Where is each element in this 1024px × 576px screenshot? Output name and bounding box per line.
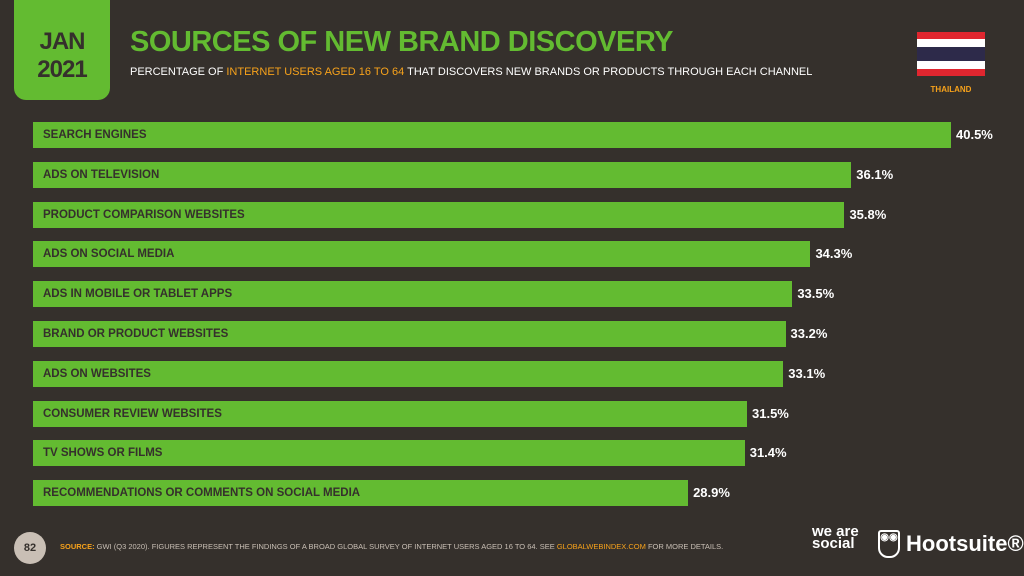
value-label: 31.4% [749,445,787,461]
we-are-social-text: we are social [812,523,859,552]
bar-label: ADS ON WEBSITES [43,367,151,380]
source-end: FOR MORE DETAILS. [645,542,724,551]
source-text: GWI (Q3 2020). FIGURES REPRESENT THE FIN… [94,542,557,551]
bar-label: TV SHOWS OR FILMS [43,447,163,460]
country-label: THAILAND [930,85,972,94]
source-label: SOURCE: [60,542,95,551]
date-badge: JAN 2021 [14,0,110,100]
thailand-flag-icon [917,32,985,76]
bar-label: BRAND OR PRODUCT WEBSITES [43,328,229,340]
bar [33,480,689,507]
page-number: 82 [14,532,46,564]
bar [33,201,845,228]
bar [33,321,786,347]
bar-label: SEARCH ENGINES [43,129,147,141]
bar [33,241,811,268]
year: 2021 [37,56,87,83]
bar [33,122,951,148]
subtitle-post: THAT DISCOVERS NEW BRANDS OR PRODUCTS TH… [404,66,813,78]
bar [33,440,745,467]
owl-icon: ◉◉ [878,530,900,558]
source-note: SOURCE: GWI (Q3 2020). FIGURES REPRESENT… [60,542,723,551]
bar-label: PRODUCT COMPARISON WEBSITES [43,208,245,221]
value-label: 28.9% [693,485,730,501]
value-label: 35.8% [849,206,887,222]
bar-label: CONSUMER REVIEW WEBSITES [43,407,222,420]
bar [33,400,747,427]
subtitle: PERCENTAGE OF INTERNET USERS AGED 16 TO … [130,66,812,78]
bar-label: ADS IN MOBILE OR TABLET APPS [43,288,233,301]
value-label: 33.5% [797,286,835,302]
value-label: 31.5% [752,405,789,421]
bar [33,281,793,308]
bar-label: ADS ON TELEVISION [43,168,160,181]
value-label: 40.5% [956,127,993,142]
value-label: 33.2% [790,326,828,341]
we-are-social-logo: we are social [812,523,862,552]
value-label: 33.1% [788,365,826,381]
subtitle-pre: PERCENTAGE OF [130,66,227,78]
hootsuite-text: Hootsuite® [906,531,1024,556]
page-title: SOURCES OF NEW BRAND DISCOVERY [130,26,674,58]
month: JAN [39,28,85,55]
value-label: 36.1% [856,166,894,182]
source-link[interactable]: GLOBALWEBINDEX.COM [556,542,646,551]
bar-label: ADS ON SOCIAL MEDIA [43,248,175,261]
hootsuite-logo: ◉◉ Hootsuite® [878,530,1024,558]
value-label: 34.3% [815,246,853,262]
bar [33,360,784,387]
bar-label: RECOMMENDATIONS OR COMMENTS ON SOCIAL ME… [43,487,361,500]
subtitle-highlight: INTERNET USERS AGED 16 TO 64 [226,66,405,78]
bar [33,161,852,188]
